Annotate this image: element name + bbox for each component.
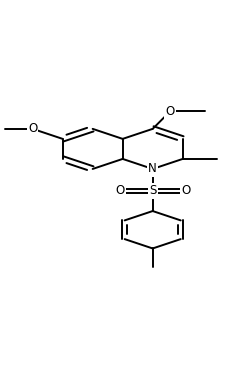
Text: O: O <box>166 105 175 118</box>
Text: O: O <box>115 185 124 198</box>
Text: O: O <box>28 122 37 135</box>
Text: N: N <box>148 163 157 176</box>
Text: S: S <box>149 185 156 198</box>
Text: O: O <box>181 185 190 198</box>
